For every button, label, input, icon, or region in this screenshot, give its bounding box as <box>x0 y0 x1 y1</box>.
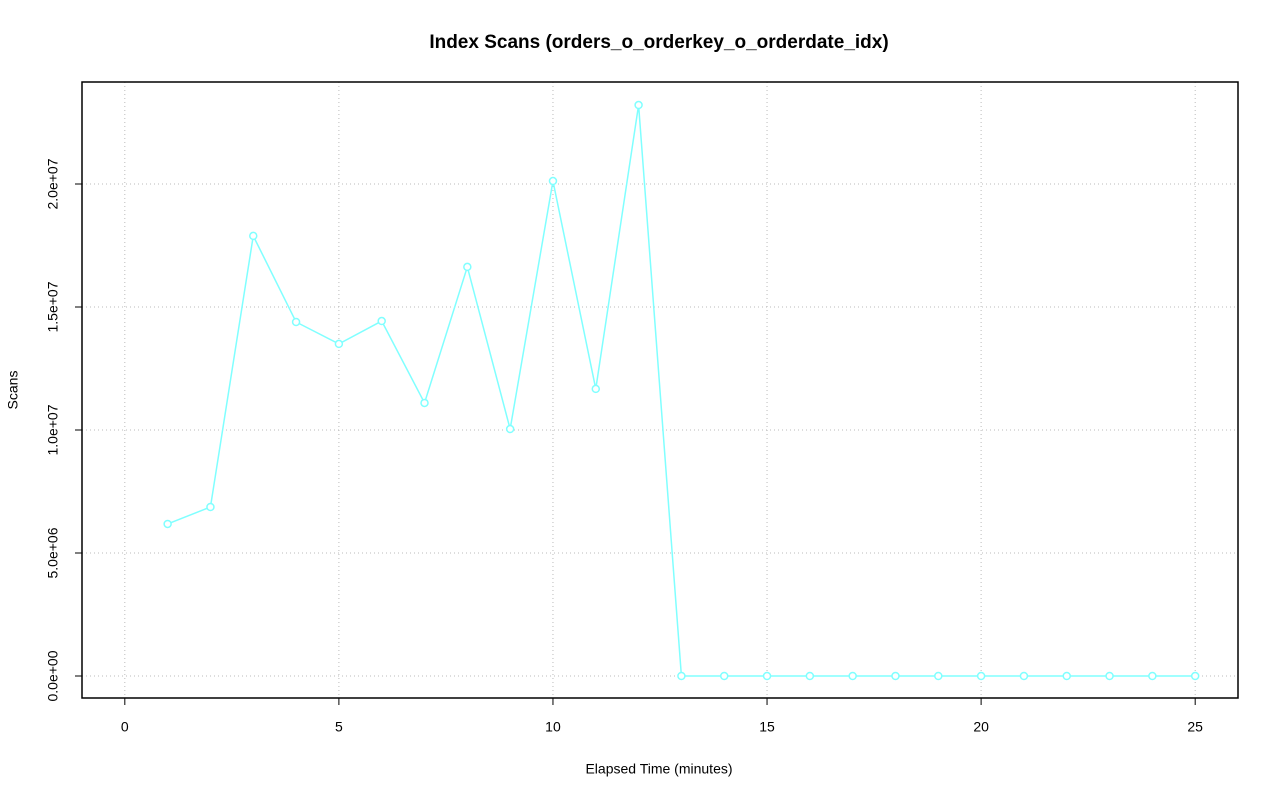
data-point <box>934 671 943 681</box>
data-point <box>1148 671 1157 681</box>
data-point <box>719 671 729 681</box>
y-tick-label: 5.0e+06 <box>45 527 61 578</box>
data-point <box>420 398 429 408</box>
data-point <box>334 339 344 349</box>
x-tick-label: 20 <box>973 719 989 735</box>
data-point <box>891 671 900 681</box>
data-point <box>163 519 172 529</box>
data-point <box>505 424 515 434</box>
data-point <box>1190 671 1200 681</box>
x-tick-label: 15 <box>759 719 775 735</box>
data-point <box>976 671 986 681</box>
data-point <box>805 671 815 681</box>
data-point <box>762 671 772 681</box>
x-tick-label: 5 <box>335 719 343 735</box>
data-point <box>634 100 643 110</box>
y-tick-label: 1.0e+07 <box>45 404 61 455</box>
data-point <box>848 671 857 681</box>
y-tick-label: 2.0e+07 <box>45 158 61 209</box>
data-point <box>463 262 472 272</box>
data-point <box>677 671 686 681</box>
data-point <box>1105 671 1114 681</box>
data-point <box>249 231 258 241</box>
data-point <box>548 176 558 186</box>
x-tick-label: 25 <box>1187 719 1203 735</box>
y-tick-label: 1.5e+07 <box>45 281 61 332</box>
data-point <box>206 502 215 512</box>
data-point <box>591 384 601 394</box>
data-line <box>167 104 1196 677</box>
data-point <box>291 317 301 327</box>
y-axis-label: Scans <box>5 371 21 410</box>
plot-frame <box>81 81 1239 699</box>
x-tick-label: 10 <box>545 719 561 735</box>
data-point <box>1062 671 1071 681</box>
data-point <box>377 316 386 326</box>
y-tick-label: 0.0e+00 <box>45 650 61 701</box>
chart-title: Index Scans (orders_o_orderkey_o_orderda… <box>429 32 888 53</box>
x-axis-label: Elapsed Time (minutes) <box>585 761 732 777</box>
x-tick-label: 0 <box>121 719 129 735</box>
data-point <box>1019 671 1029 681</box>
